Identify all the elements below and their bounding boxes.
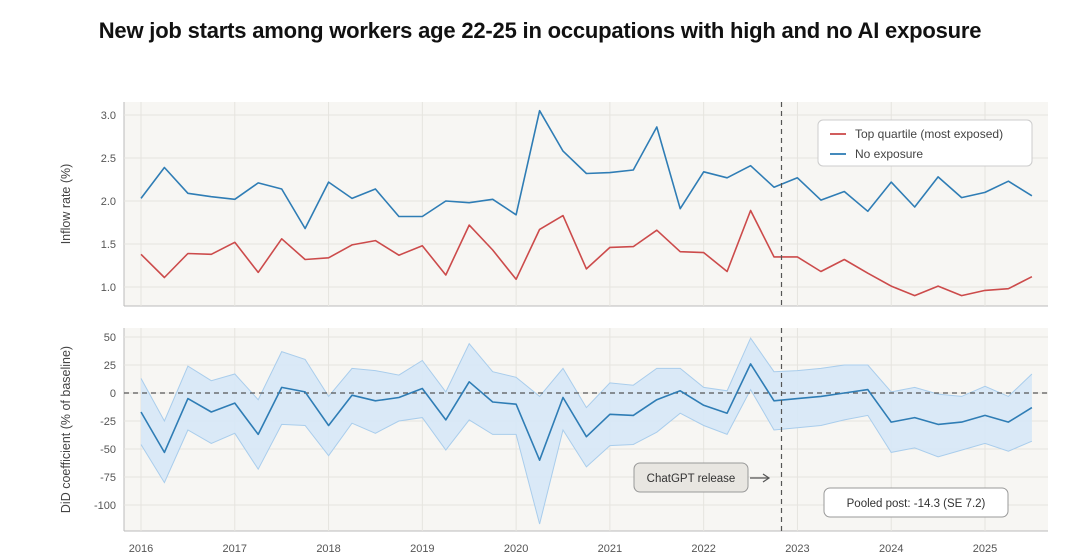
annotation-label: ChatGPT release <box>647 473 736 485</box>
confidence-band <box>141 338 1032 524</box>
x-tick-label: 2019 <box>410 543 434 554</box>
ci-upper-edge <box>140 337 1033 423</box>
y-axis-title: Inflow rate (%) <box>59 164 73 245</box>
x-tick-label: 2020 <box>504 543 528 554</box>
no-exposure-line <box>140 109 1033 230</box>
pooled-post-box <box>823 487 1009 518</box>
x-tick-label: 2025 <box>973 543 997 554</box>
y-tick-label: 0 <box>110 388 116 400</box>
y-tick-label: 50 <box>104 332 116 344</box>
pooled-post-label: Pooled post: -14.3 (SE 7.2) <box>847 498 986 510</box>
pooled-post-annotation: Pooled post: -14.3 (SE 7.2) <box>823 487 1009 518</box>
y-tick-label: -75 <box>100 472 116 484</box>
y-tick-label: -100 <box>94 500 116 512</box>
legend: Top quartile (most exposed) No exposure <box>817 119 1033 167</box>
x-tick-label: 2024 <box>879 543 903 554</box>
page-title: New job starts among workers age 22-25 i… <box>98 18 982 43</box>
top-quartile-line <box>140 209 1033 297</box>
x-tick-label: 2017 <box>223 543 247 554</box>
y-tick-label: -25 <box>100 416 116 428</box>
x-tick-label: 2018 <box>316 543 340 554</box>
legend-entry: No exposure <box>855 147 923 161</box>
x-tick-label: 2022 <box>691 543 715 554</box>
arrow-head <box>762 473 771 483</box>
x-tick-label: 2023 <box>785 543 809 554</box>
y-tick-label: 25 <box>104 360 116 372</box>
overlay: Top quartile (most exposed) No exposure Ch… <box>633 102 1033 531</box>
y-tick-label: -50 <box>100 444 116 456</box>
y-tick-label: 2.5 <box>101 153 116 165</box>
y-tick-label: 1.5 <box>101 239 116 251</box>
x-tick-label: 2021 <box>598 543 622 554</box>
y-tick-label: 3.0 <box>101 110 116 122</box>
y-axis-title: DiD coefficient (% of baseline) <box>59 346 73 513</box>
x-axis: 2016 2017 2018 2019 2020 2021 2022 2023 2024 2025 <box>129 543 997 554</box>
release-annotation: ChatGPT release <box>633 462 771 493</box>
did-coefficient-line <box>140 363 1033 462</box>
y-tick-label: 1.0 <box>101 282 116 294</box>
ci-lower-edge <box>140 388 1033 525</box>
y-tick-label: 2.0 <box>101 196 116 208</box>
legend-entry: Top quartile (most exposed) <box>855 127 1003 141</box>
legend-box <box>817 119 1033 167</box>
annotation-box <box>633 462 749 493</box>
x-tick-label: 2016 <box>129 543 153 554</box>
